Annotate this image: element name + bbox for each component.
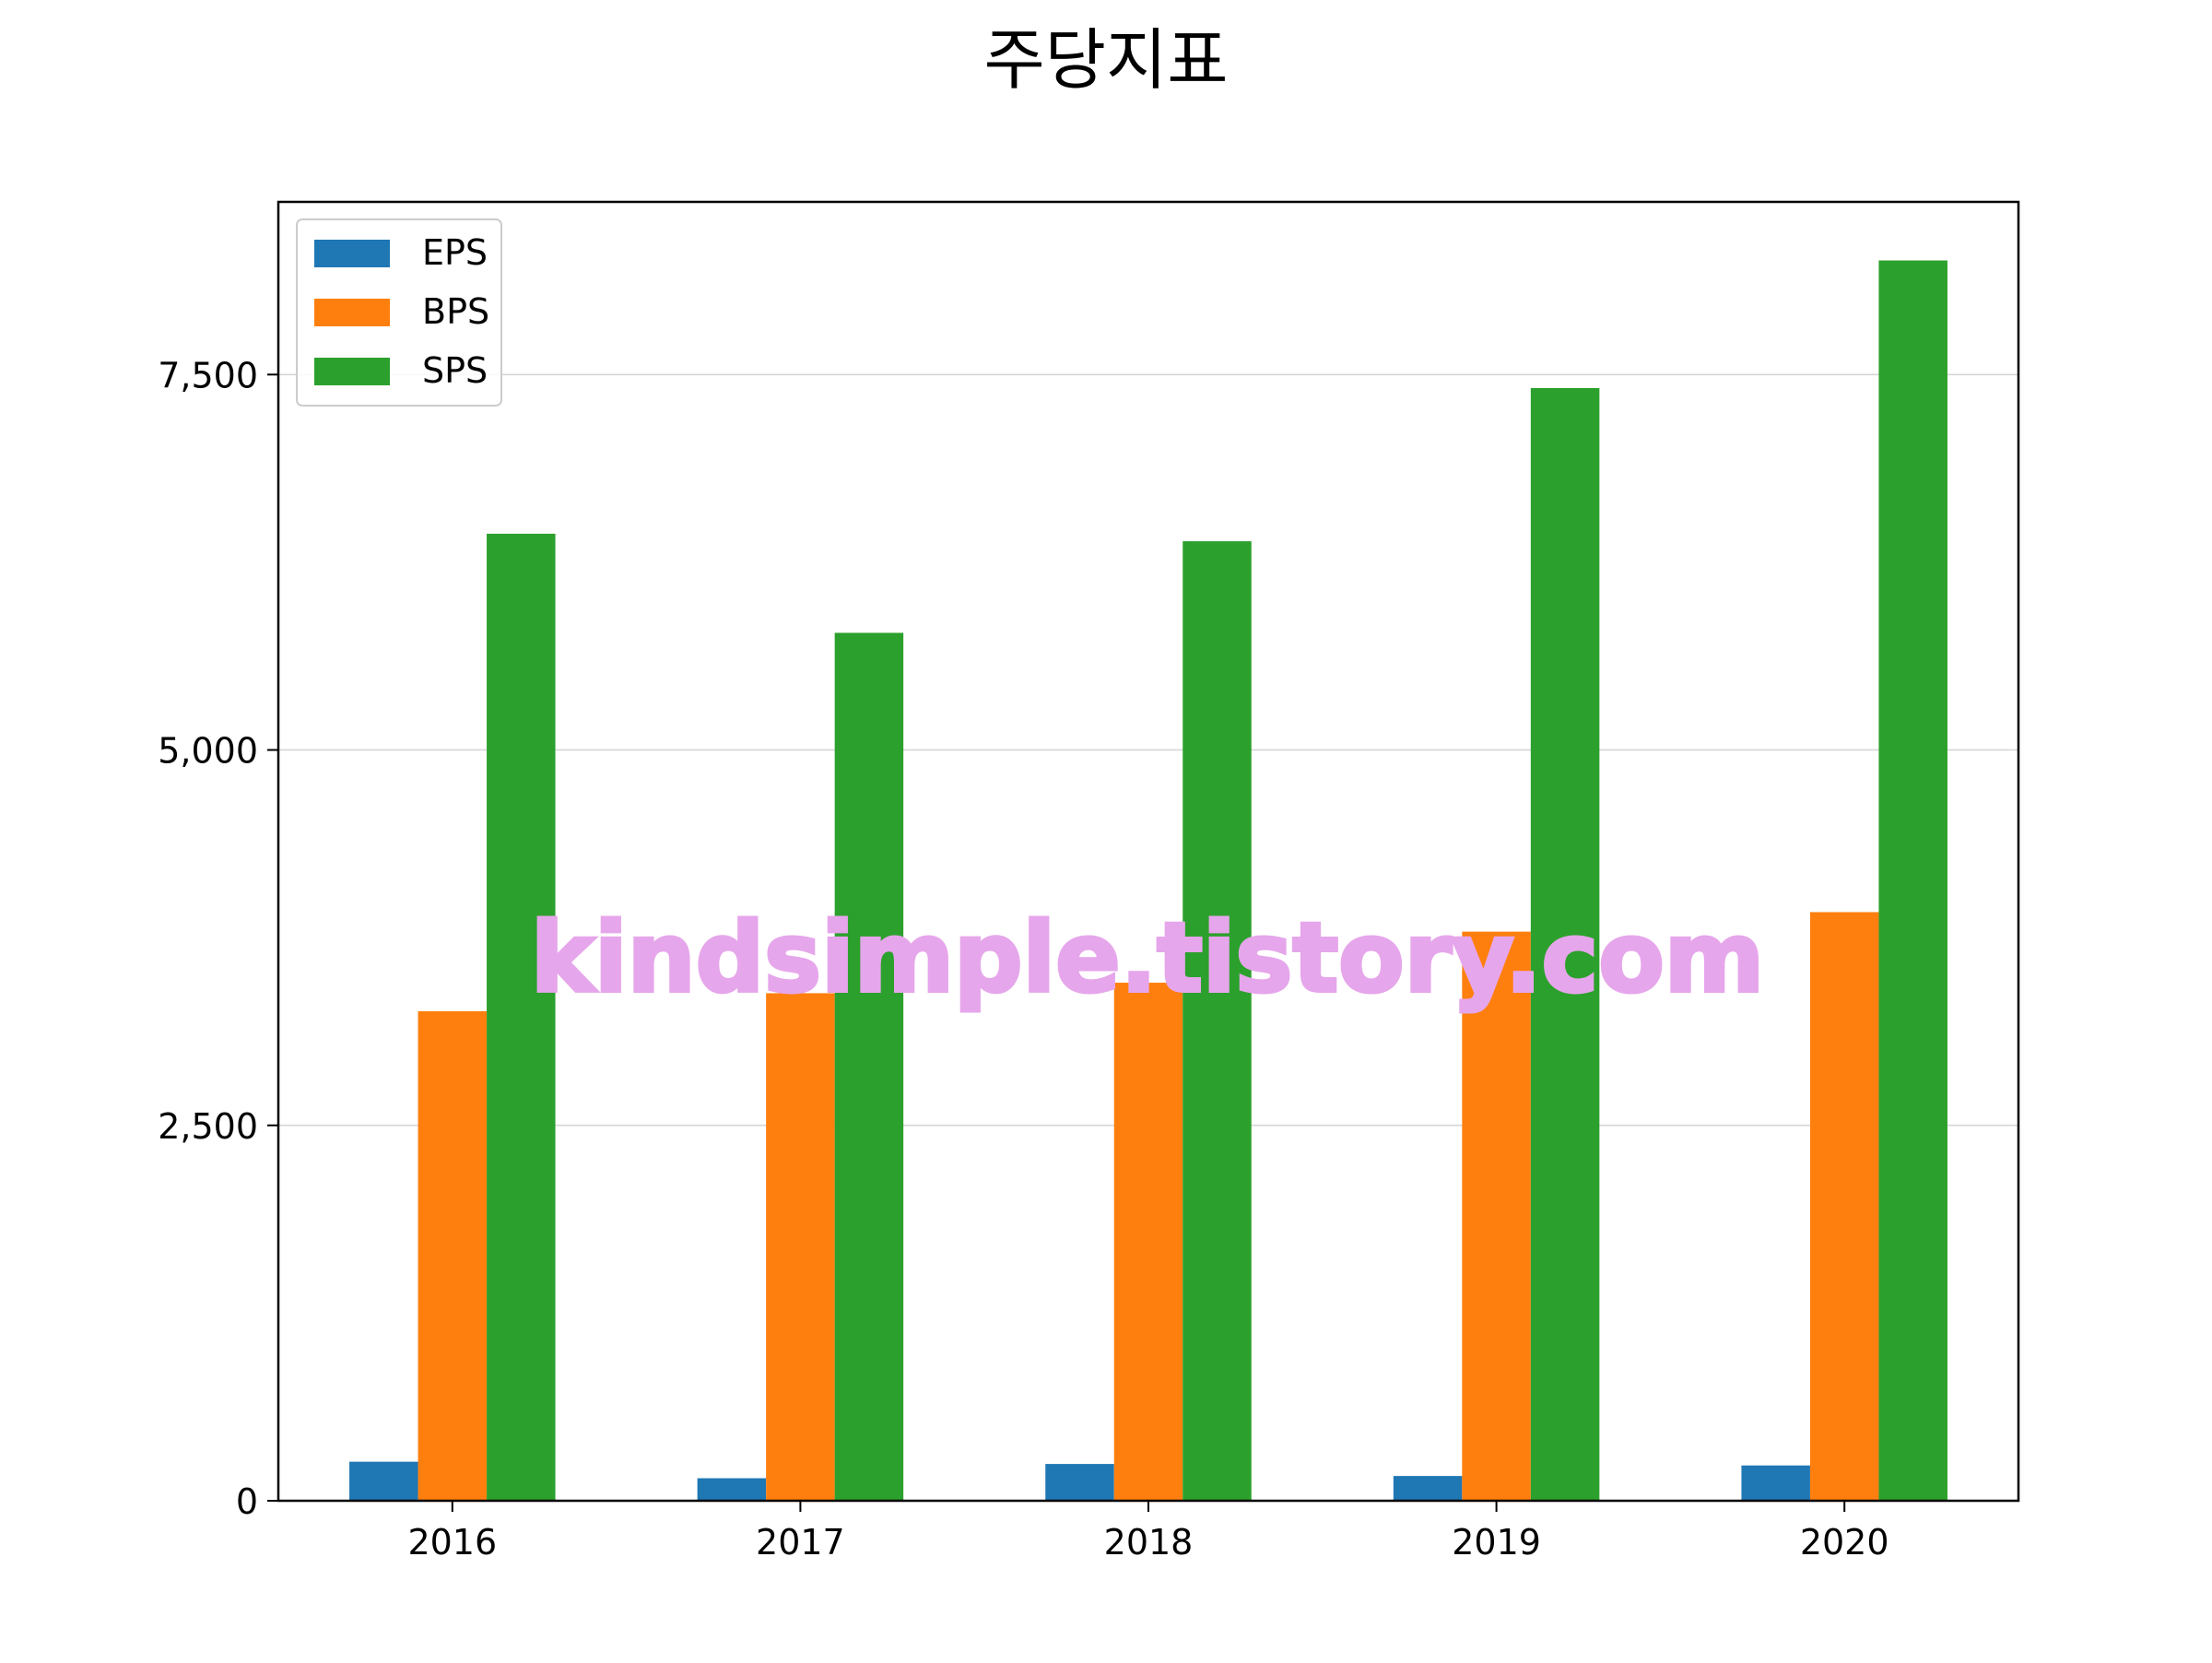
x-tick-label: 2017 [756,1522,845,1563]
bar-bps-2018 [1113,983,1183,1501]
legend-label-eps: EPS [422,232,488,273]
bar-eps-2017 [697,1478,767,1501]
x-tick-label: 2020 [1800,1522,1889,1563]
legend-swatch-sps [314,358,390,385]
y-tick-label: 0 [236,1481,258,1522]
watermark-text: kindsimple.tistory.com [531,902,1764,1014]
bar-eps-2019 [1393,1476,1463,1501]
bar-bps-2017 [766,993,835,1501]
bar-sps-2018 [1182,541,1252,1501]
bar-bps-2019 [1462,931,1531,1501]
bar-bps-2020 [1809,912,1879,1501]
bar-eps-2016 [349,1461,418,1501]
legend-label-sps: SPS [422,350,488,391]
bar-eps-2020 [1741,1465,1810,1501]
chart-title: 주당지표 [984,21,1229,99]
bar-sps-2016 [487,533,556,1501]
bar-sps-2019 [1530,387,1600,1501]
legend-swatch-eps [314,240,390,267]
bars [349,260,1947,1502]
legend: EPS BPS SPS [296,218,502,407]
y-tick-label: 7,500 [158,355,258,395]
legend-label-bps: BPS [422,291,489,332]
legend-swatch-bps [314,299,390,326]
bar-eps-2018 [1045,1464,1114,1501]
bar-sps-2020 [1878,260,1947,1502]
x-tick-label: 2019 [1452,1522,1541,1563]
x-tick-label: 2016 [407,1522,497,1563]
y-tick-label: 5,000 [158,731,258,772]
bar-bps-2016 [418,1010,488,1501]
y-tick-label: 2,500 [158,1106,258,1147]
x-tick-label: 2018 [1104,1522,1194,1563]
bar-sps-2017 [834,632,904,1501]
ticks: 0 2,500 5,000 7,500 2016 2017 2018 2019 2020 [158,355,1888,1563]
